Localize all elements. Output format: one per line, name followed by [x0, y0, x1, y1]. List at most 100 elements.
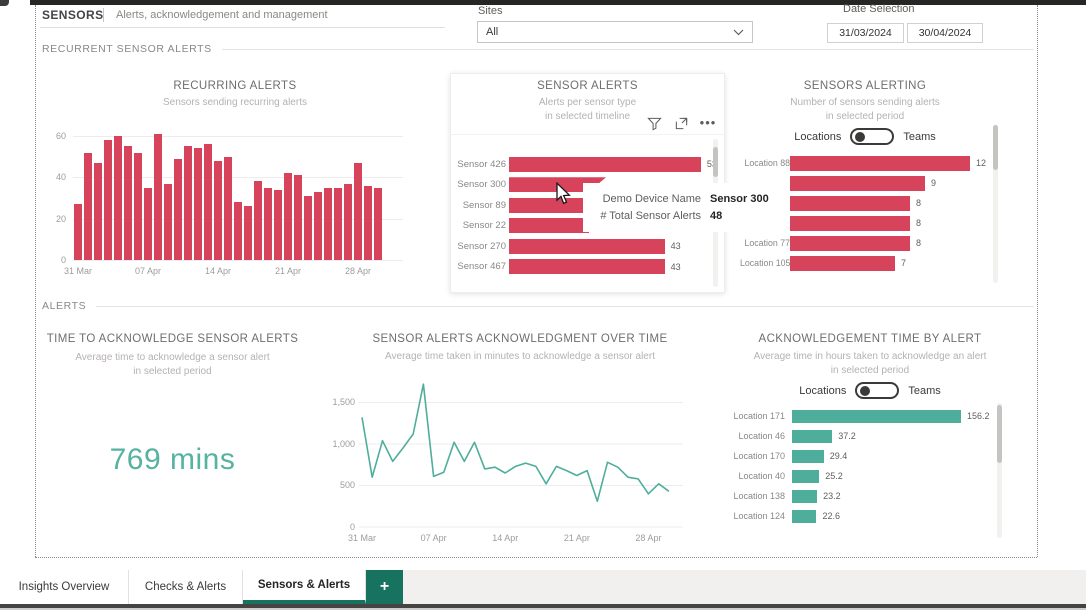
bar[interactable] — [509, 259, 665, 274]
bar[interactable] — [792, 430, 832, 443]
bar[interactable] — [224, 157, 232, 260]
y-axis-tick: 500 — [331, 480, 355, 490]
bar[interactable] — [204, 144, 212, 260]
toggle-switch[interactable] — [850, 128, 894, 145]
bar[interactable] — [509, 157, 701, 172]
filter-icon[interactable] — [646, 115, 662, 131]
bar[interactable] — [509, 239, 665, 254]
bar[interactable] — [354, 163, 362, 260]
bar-row: Location 1057 — [740, 253, 990, 273]
section-alerts: ALERTS — [42, 300, 1034, 312]
bar[interactable] — [790, 176, 925, 191]
value-label: 156.2 — [967, 411, 990, 421]
bar[interactable] — [254, 181, 262, 260]
chart-subtitle-line2: in selected period — [730, 365, 1010, 376]
category-label: Location 77 — [740, 238, 790, 248]
ack-time-by-alert-chart: ACKNOWLEDGEMENT TIME BY ALERT Average ti… — [730, 325, 1010, 550]
bar[interactable] — [294, 175, 302, 260]
y-axis-tick: 0 — [40, 255, 66, 265]
scrollbar-thumb[interactable] — [997, 405, 1002, 463]
more-options-icon[interactable]: ••• — [700, 115, 716, 131]
date-from-input[interactable]: 31/03/2024 — [827, 23, 904, 43]
bar[interactable] — [792, 470, 819, 483]
bar[interactable] — [790, 216, 910, 231]
bar[interactable] — [304, 196, 312, 260]
bar[interactable] — [174, 159, 182, 260]
title-divider — [103, 8, 104, 22]
bar[interactable] — [374, 188, 382, 260]
scrollbar[interactable] — [993, 125, 998, 283]
scrollbar-thumb[interactable] — [713, 147, 718, 177]
bar[interactable] — [144, 188, 152, 260]
scrollbar-thumb[interactable] — [993, 125, 998, 170]
date-to-input[interactable]: 30/04/2024 — [907, 23, 983, 43]
bar[interactable] — [114, 136, 122, 260]
chart-subtitle-line1: Average time to acknowledge a sensor ale… — [40, 352, 305, 363]
recurring-alerts-chart: RECURRING ALERTS Sensors sending recurri… — [40, 75, 430, 280]
category-label: Location 138 — [730, 491, 785, 501]
bar[interactable] — [792, 450, 824, 463]
bar[interactable] — [94, 163, 102, 260]
x-axis-tick: 07 Apr — [412, 533, 456, 543]
value-label: 7 — [901, 258, 906, 268]
kpi-value: 769 mins — [40, 443, 305, 477]
sites-dropdown-value: All — [486, 26, 498, 38]
bar[interactable] — [184, 146, 192, 260]
bar[interactable] — [134, 153, 142, 260]
bar-row: Location 17029.4 — [730, 446, 1000, 466]
chart-title: TIME TO ACKNOWLEDGE SENSOR ALERTS — [40, 333, 305, 345]
bar[interactable] — [214, 161, 222, 260]
y-axis-tick: 1,500 — [331, 397, 355, 407]
bar[interactable] — [314, 192, 322, 260]
tooltip-field-label: # Total Sensor Alerts — [583, 210, 701, 222]
category-label: Location 170 — [730, 451, 785, 461]
window-corner — [0, 0, 9, 6]
bar[interactable] — [790, 256, 895, 271]
bar-row: Sensor 42653 — [456, 154, 712, 175]
toggle-switch[interactable] — [855, 382, 899, 399]
tab-insights-overview[interactable]: Insights Overview — [0, 570, 129, 604]
bar[interactable] — [790, 196, 910, 211]
ack-over-time-chart: SENSOR ALERTS ACKNOWLEDGMENT OVER TIME A… — [335, 325, 705, 550]
page-border-left — [35, 5, 36, 557]
category-label: Location 171 — [730, 411, 785, 421]
bar[interactable] — [264, 188, 272, 260]
sites-dropdown[interactable]: All — [477, 21, 753, 43]
tab-checks-alerts[interactable]: Checks & Alerts — [129, 570, 243, 604]
bar[interactable] — [792, 510, 816, 523]
bar[interactable] — [124, 146, 132, 260]
bar[interactable] — [234, 202, 242, 260]
bar[interactable] — [154, 134, 162, 260]
bar[interactable] — [284, 173, 292, 260]
bar[interactable] — [74, 204, 82, 260]
plus-icon: + — [380, 578, 389, 596]
bar[interactable] — [792, 490, 817, 503]
x-axis-tick: 28 Apr — [626, 533, 670, 543]
category-label: Location 124 — [730, 511, 785, 521]
bar-row: Location 4025.2 — [730, 466, 1000, 486]
bar[interactable] — [194, 148, 202, 260]
tab-sensors-alerts[interactable]: Sensors & Alerts — [243, 570, 366, 604]
bar[interactable] — [164, 184, 172, 260]
bar[interactable] — [84, 153, 92, 260]
add-page-button[interactable]: + — [366, 570, 403, 604]
toggle-left-label: Locations — [799, 385, 846, 397]
bar[interactable] — [344, 184, 352, 260]
bar[interactable] — [334, 188, 342, 260]
page-border-right — [1037, 5, 1038, 557]
bar[interactable] — [790, 156, 970, 171]
bar[interactable] — [244, 206, 252, 260]
focus-mode-icon[interactable] — [673, 115, 689, 131]
bar[interactable] — [324, 188, 332, 260]
bar[interactable] — [509, 198, 589, 213]
bar[interactable] — [364, 186, 372, 260]
bar[interactable] — [792, 410, 961, 423]
line-series — [357, 379, 687, 531]
bar[interactable] — [274, 190, 282, 260]
bar[interactable] — [104, 140, 112, 260]
bar-row: Location 13823.2 — [730, 486, 1000, 506]
scrollbar[interactable] — [997, 403, 1002, 538]
bar[interactable] — [509, 218, 589, 233]
page-subtitle: Alerts, acknowledgement and management — [116, 9, 328, 21]
bar[interactable] — [790, 236, 910, 251]
